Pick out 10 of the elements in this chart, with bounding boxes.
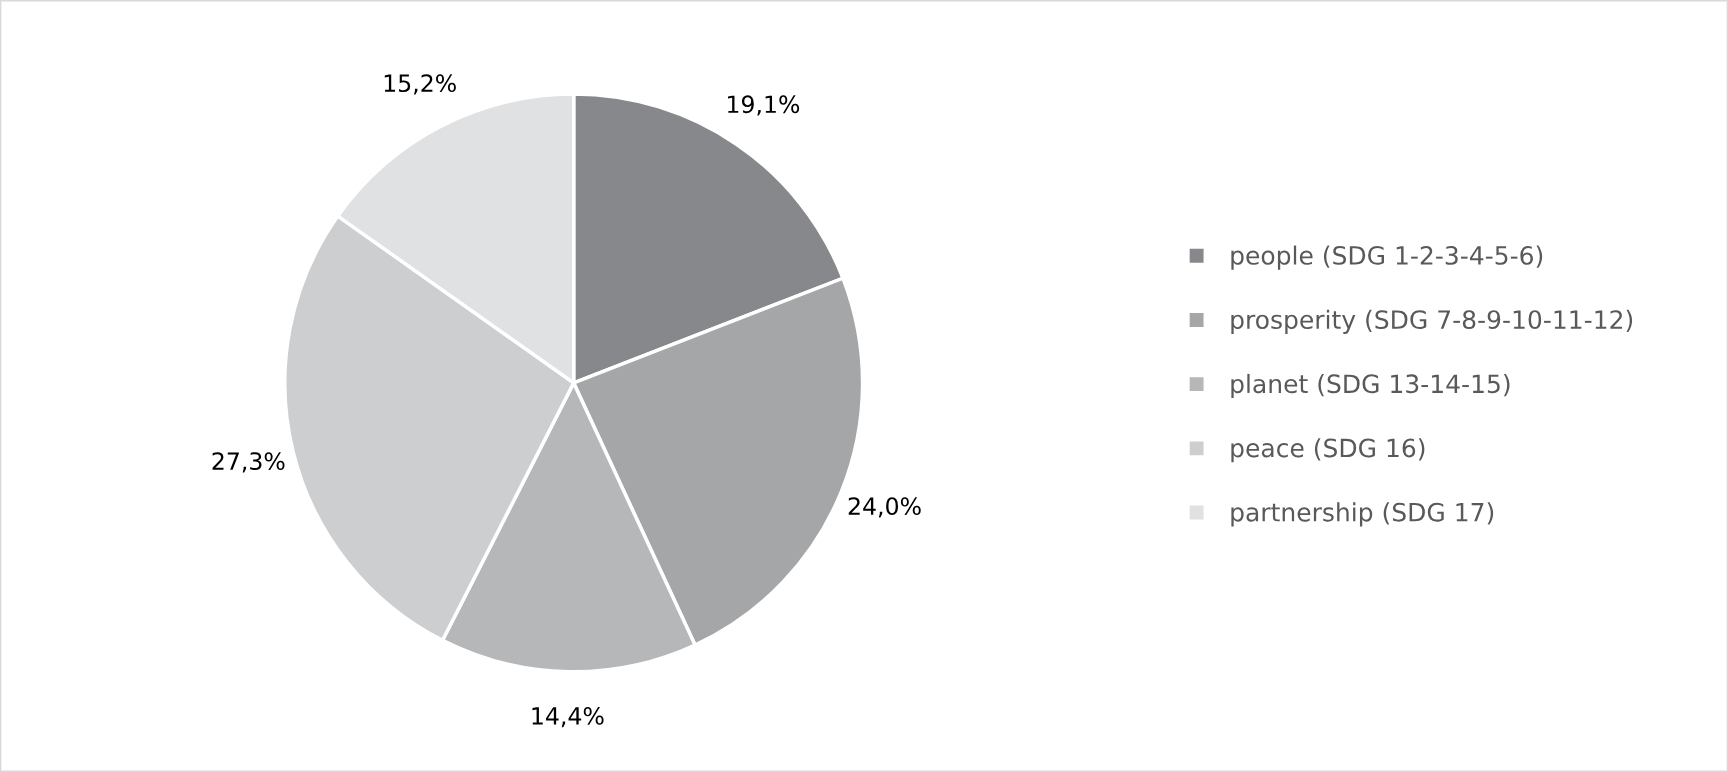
- legend-label: people (SDG 1-2-3-4-5-6): [1231, 245, 1543, 270]
- legend-label: prosperity (SDG 7-8-9-10-11-12): [1231, 309, 1633, 334]
- data-label: 24,0%: [848, 497, 921, 518]
- legend-label: partnership (SDG 17): [1231, 502, 1494, 527]
- legend-label: peace (SDG 16): [1231, 438, 1425, 463]
- data-label: 14,4%: [532, 706, 604, 728]
- data-label: 19,1%: [728, 95, 800, 116]
- data-label: 27,3%: [212, 452, 285, 473]
- legend-label: planet (SDG 13-14-15): [1231, 373, 1510, 399]
- data-label: 15,2%: [384, 74, 456, 95]
